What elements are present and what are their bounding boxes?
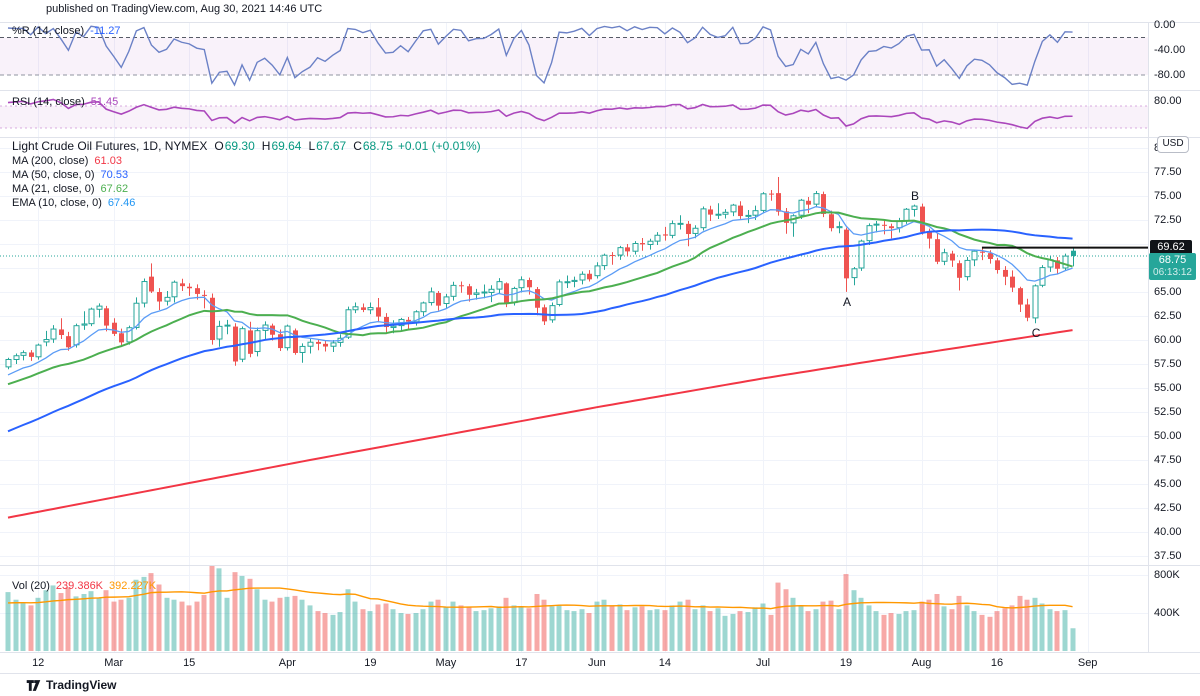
- main-legend: Light Crude Oil Futures, 1D, NYMEX O69.30…: [12, 138, 481, 210]
- high-value: 69.64: [271, 139, 302, 153]
- y-axis-tick: 50.00: [1154, 430, 1182, 442]
- ma21-label[interactable]: MA (21, close, 0): [12, 183, 95, 195]
- volume-pane-canvas[interactable]: [0, 565, 1148, 652]
- tradingview-watermark-text: TradingView: [46, 678, 117, 692]
- y-axis-tick: 400K: [1154, 607, 1180, 619]
- y-axis-tick: 47.50: [1154, 454, 1182, 466]
- indicator-row-ma21[interactable]: MA (21, close, 0) 67.62: [12, 182, 481, 196]
- open-label: O: [214, 139, 224, 153]
- rsi-legend[interactable]: RSI (14, close) 51.45: [12, 96, 118, 108]
- x-axis-label: Jun: [588, 657, 606, 669]
- volume-current-value: 239.386K: [55, 580, 104, 592]
- indicator-row-ma50[interactable]: MA (50, close, 0) 70.53: [12, 168, 481, 182]
- price-axis-border: [1148, 22, 1149, 673]
- x-axis-label: May: [435, 657, 457, 669]
- indicator-row-ma200[interactable]: MA (200, close) 61.03: [12, 154, 481, 168]
- wpr-pane-canvas[interactable]: [0, 22, 1148, 90]
- volume-ma-value: 392.227K: [109, 580, 157, 592]
- ema10-label[interactable]: EMA (10, close, 0): [12, 197, 102, 209]
- x-axis-label: 19: [839, 657, 853, 669]
- pane-divider[interactable]: [0, 565, 1200, 566]
- x-axis-label: Jul: [755, 657, 771, 669]
- tradingview-watermark[interactable]: TradingView: [26, 678, 116, 692]
- open-value: 69.30: [224, 139, 255, 153]
- y-axis-tick: -80.00: [1154, 69, 1186, 81]
- y-axis-tick: 40.00: [1154, 526, 1182, 538]
- pane-divider[interactable]: [0, 137, 1200, 138]
- volume-label[interactable]: Vol (20): [12, 580, 50, 592]
- rsi-pane-canvas[interactable]: [0, 90, 1148, 137]
- annotation-a[interactable]: A: [843, 294, 852, 309]
- y-axis-tick: -40.00: [1154, 44, 1186, 56]
- x-axis-label: Aug: [911, 657, 932, 669]
- rsi-label[interactable]: RSI (14, close): [12, 96, 85, 108]
- low-value: 67.67: [316, 139, 347, 153]
- trendline-price-label: 69.62: [1150, 240, 1192, 255]
- ma200-label[interactable]: MA (200, close): [12, 155, 89, 167]
- ema10-value: 67.46: [107, 197, 136, 209]
- wpr-value: -11.27: [90, 25, 121, 37]
- last-price-value: 68.75: [1158, 254, 1187, 266]
- low-label: L: [308, 139, 316, 153]
- annotation-b[interactable]: B: [911, 188, 920, 203]
- y-axis-tick: 45.00: [1154, 478, 1182, 490]
- y-axis-tick: 55.00: [1154, 382, 1182, 394]
- currency-toggle[interactable]: USD: [1157, 136, 1189, 153]
- indicator-row-ema10[interactable]: EMA (10, close, 0) 67.46: [12, 196, 481, 210]
- last-price-label: 68.75 06:13:12: [1149, 253, 1196, 280]
- y-axis-tick: 72.50: [1154, 214, 1182, 226]
- pane-divider: [0, 22, 1200, 23]
- y-axis-tick: 60.00: [1154, 334, 1182, 346]
- symbol-title-row[interactable]: Light Crude Oil Futures, 1D, NYMEX O69.30…: [12, 138, 481, 154]
- y-axis-tick: 75.00: [1154, 190, 1182, 202]
- change-value: +0.01 (+0.01%): [397, 139, 481, 153]
- time-scale[interactable]: [0, 652, 1200, 674]
- x-axis-label: 17: [515, 657, 528, 669]
- ma200-value: 61.03: [94, 155, 122, 167]
- x-axis-label: 15: [183, 657, 196, 669]
- rsi-value: 51.45: [90, 96, 119, 108]
- pane-divider[interactable]: [0, 90, 1200, 91]
- tradingview-logo-icon: [26, 679, 41, 692]
- y-axis-tick: 62.50: [1154, 310, 1182, 322]
- y-axis-tick: 77.50: [1154, 166, 1182, 178]
- x-axis-label: Sep: [1077, 657, 1098, 669]
- x-axis-label: 14: [658, 657, 671, 669]
- y-axis-tick: 800K: [1154, 569, 1180, 581]
- y-axis-tick: 42.50: [1154, 502, 1182, 514]
- wpr-legend[interactable]: %R (14, close) -11.27: [12, 25, 121, 37]
- y-axis-tick: 80.00: [1154, 94, 1182, 107]
- y-axis-tick: 0.00: [1154, 19, 1176, 31]
- close-value: 68.75: [362, 139, 393, 153]
- y-axis-tick: 57.50: [1154, 358, 1182, 370]
- main-chart-canvas[interactable]: [0, 137, 1148, 565]
- symbol-title[interactable]: Light Crude Oil Futures, 1D, NYMEX: [12, 139, 208, 153]
- x-axis-label: Apr: [278, 657, 296, 669]
- wpr-label[interactable]: %R (14, close): [12, 25, 85, 37]
- bar-countdown: 06:13:12: [1153, 267, 1192, 278]
- y-axis-tick: 52.50: [1154, 406, 1182, 418]
- volume-legend[interactable]: Vol (20) 239.386K 392.227K: [12, 580, 156, 592]
- x-axis-label: 12: [32, 657, 45, 669]
- ma50-value: 70.53: [100, 169, 129, 181]
- annotation-c[interactable]: C: [1031, 326, 1041, 341]
- ma50-label[interactable]: MA (50, close, 0): [12, 169, 95, 181]
- y-axis-tick: 65.00: [1154, 286, 1182, 298]
- published-header-text: published on TradingView.com, Aug 30, 20…: [46, 3, 323, 15]
- x-axis-label: 19: [364, 657, 377, 669]
- x-axis-label: Mar: [104, 657, 124, 669]
- y-axis-tick: 37.50: [1154, 550, 1182, 562]
- close-label: C: [353, 139, 362, 153]
- ma21-value: 67.62: [100, 183, 129, 195]
- high-label: H: [261, 139, 271, 153]
- x-axis-label: 16: [990, 657, 1004, 669]
